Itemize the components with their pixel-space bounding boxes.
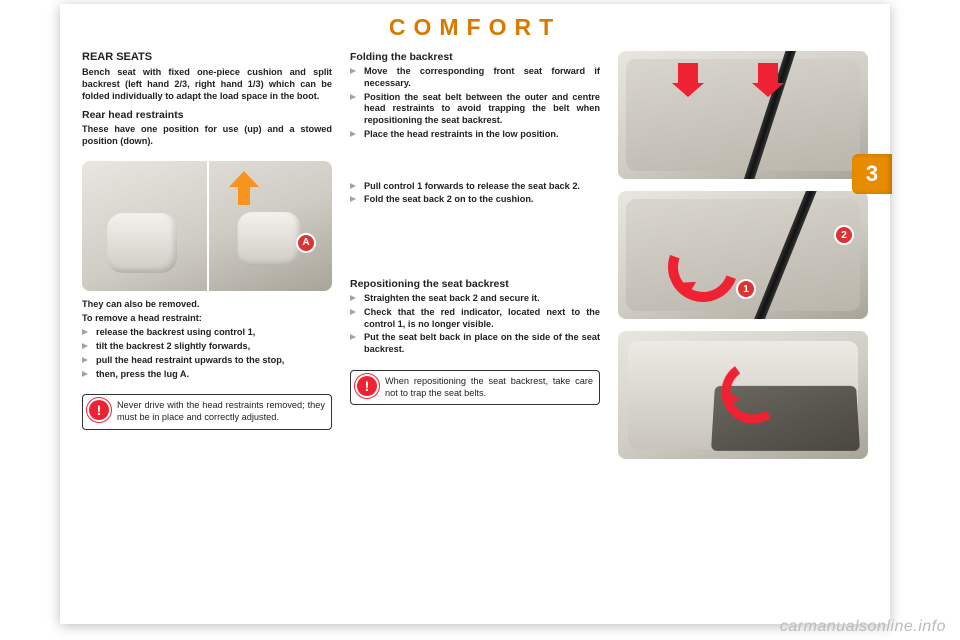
list-item: Place the head restraints in the low pos… xyxy=(350,129,600,141)
page-title: COMFORT xyxy=(60,14,890,41)
repositioning-heading: Repositioning the seat backrest xyxy=(350,278,600,290)
rear-seats-heading: REAR SEATS xyxy=(82,51,332,63)
warning-box-headrest: ! Never drive with the head restraints r… xyxy=(82,394,332,430)
list-item: Move the corresponding front seat forwar… xyxy=(350,66,600,90)
list-item: Fold the seat back 2 on to the cushion. xyxy=(350,194,600,206)
callout-1-badge: 1 xyxy=(738,281,754,297)
watermark-text: carmanualsonline.info xyxy=(780,618,946,636)
warning-icon: ! xyxy=(89,400,109,420)
callout-2-badge: 2 xyxy=(836,227,852,243)
warning-text: When repositioning the seat backrest, ta… xyxy=(385,376,593,400)
list-item: Position the seat belt between the outer… xyxy=(350,92,600,127)
folding-steps-1: Move the corresponding front seat forwar… xyxy=(350,66,600,143)
warning-box-reposition: ! When repositioning the seat backrest, … xyxy=(350,370,600,406)
remove-heading: To remove a head restraint: xyxy=(82,313,332,325)
arrow-down-icon xyxy=(758,63,778,85)
list-item: then, press the lug A. xyxy=(82,369,332,381)
seat-back-icon xyxy=(626,59,860,171)
warning-icon: ! xyxy=(357,376,377,396)
list-item: tilt the backrest 2 slightly forwards, xyxy=(82,341,332,353)
remove-steps-list: release the backrest using control 1, ti… xyxy=(82,327,332,382)
spacer xyxy=(350,147,600,181)
head-restraints-heading: Rear head restraints xyxy=(82,109,332,121)
column-right: 1 2 xyxy=(618,51,868,471)
head-restraints-desc: These have one position for use (up) and… xyxy=(82,124,332,148)
removed-note: They can also be removed. xyxy=(82,299,332,311)
headrest-front-icon xyxy=(107,213,177,273)
arrow-up-icon xyxy=(227,171,261,205)
list-item: Check that the red indicator, located ne… xyxy=(350,307,600,331)
column-middle: Folding the backrest Move the correspond… xyxy=(350,51,600,471)
callout-a-badge: A xyxy=(298,235,314,251)
list-item: Put the seat belt back in place on the s… xyxy=(350,332,600,356)
list-item: Pull control 1 forwards to release the s… xyxy=(350,181,600,193)
page-header: COMFORT xyxy=(60,4,890,47)
spacer xyxy=(350,212,600,278)
figure-lower-headrests xyxy=(618,51,868,179)
figure-release-fold: 1 2 xyxy=(618,191,868,319)
column-left: REAR SEATS Bench seat with fixed one-pie… xyxy=(82,51,332,471)
arrow-down-icon xyxy=(678,63,698,85)
content-columns: REAR SEATS Bench seat with fixed one-pie… xyxy=(60,47,890,471)
manual-page: COMFORT REAR SEATS Bench seat with fixed… xyxy=(60,4,890,624)
figure-head-restraint: A xyxy=(82,161,332,291)
list-item: pull the head restraint upwards to the s… xyxy=(82,355,332,367)
warning-text: Never drive with the head restraints rem… xyxy=(117,400,325,424)
headrest-rear-icon xyxy=(238,212,301,266)
rear-seats-intro: Bench seat with fixed one-piece cushion … xyxy=(82,67,332,102)
list-item: release the backrest using control 1, xyxy=(82,327,332,339)
list-item: Straighten the seat back 2 and secure it… xyxy=(350,293,600,305)
repositioning-steps: Straighten the seat back 2 and secure it… xyxy=(350,293,600,358)
folding-steps-2: Pull control 1 forwards to release the s… xyxy=(350,181,600,209)
folding-heading: Folding the backrest xyxy=(350,51,600,63)
section-number: 3 xyxy=(866,161,878,187)
section-tab: 3 xyxy=(852,154,892,194)
figure-divider xyxy=(207,161,209,291)
figure-cargo-fold xyxy=(618,331,868,459)
